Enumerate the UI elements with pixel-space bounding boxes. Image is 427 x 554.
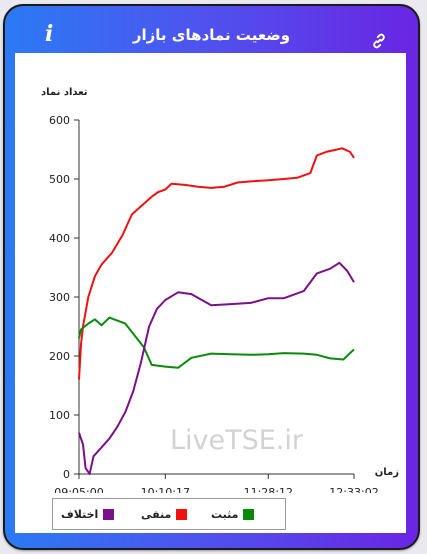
line-chart: LiveTSE.ir تعداد نماد زمان 0 100 200 300 400… bbox=[41, 87, 399, 499]
legend-item-negative[interactable]: منفی bbox=[141, 506, 188, 522]
legend-label-positive: مثبت bbox=[211, 507, 239, 521]
y-tick-label: 100 bbox=[49, 409, 70, 422]
stock-status-card: وضعیت نمادهای بازار i LiveTSE.ir تعداد ن… bbox=[3, 4, 420, 550]
x-tick-label: 11:28:12 bbox=[244, 486, 293, 493]
y-tick-label: 500 bbox=[49, 173, 70, 186]
legend-swatch-difference bbox=[103, 508, 115, 520]
series-line-2 bbox=[78, 261, 355, 475]
y-tick-label: 300 bbox=[49, 291, 70, 304]
y-tick-label: 200 bbox=[49, 350, 70, 363]
legend-item-difference[interactable]: اختلاف bbox=[61, 506, 115, 522]
legend-swatch-positive bbox=[243, 508, 255, 520]
info-icon[interactable]: i bbox=[45, 21, 54, 47]
chart-legend: اختلاف منفی مثبت bbox=[52, 498, 286, 530]
y-axis-title: تعداد نماد bbox=[41, 87, 88, 98]
watermark-text: LiveTSE.ir bbox=[170, 425, 304, 456]
x-tick-label: 09:05:00 bbox=[54, 486, 103, 493]
card-title: وضعیت نمادهای بازار bbox=[132, 26, 291, 44]
series-line-0 bbox=[78, 147, 355, 380]
legend-label-negative: منفی bbox=[141, 507, 172, 521]
y-tick-label: 400 bbox=[49, 232, 70, 245]
legend-swatch-negative bbox=[176, 508, 188, 520]
x-tick-label: 10:10:17 bbox=[141, 486, 190, 493]
x-axis-title: زمان bbox=[375, 467, 399, 478]
legend-label-difference: اختلاف bbox=[61, 507, 99, 521]
card-header: وضعیت نمادهای بازار i bbox=[5, 6, 418, 68]
chart-panel: LiveTSE.ir تعداد نماد زمان 0 100 200 300 400… bbox=[15, 53, 406, 533]
series-line-1 bbox=[78, 316, 355, 369]
y-tick-label: 600 bbox=[49, 114, 70, 127]
x-tick-label: 12:33:02 bbox=[329, 486, 378, 493]
link-icon[interactable] bbox=[370, 32, 388, 50]
legend-item-positive[interactable]: مثبت bbox=[211, 506, 255, 522]
y-tick-label: 0 bbox=[63, 468, 70, 481]
